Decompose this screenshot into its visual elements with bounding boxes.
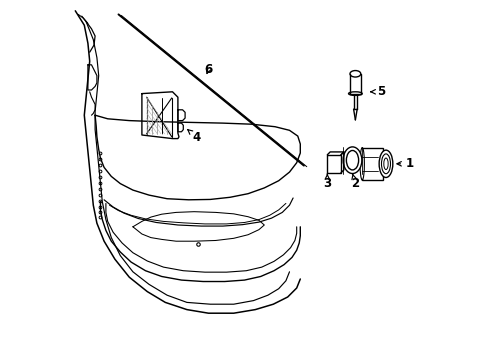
Ellipse shape <box>383 158 387 170</box>
Text: 5: 5 <box>370 85 385 98</box>
Text: 3: 3 <box>323 174 331 190</box>
Ellipse shape <box>346 150 358 170</box>
Ellipse shape <box>343 147 361 174</box>
Ellipse shape <box>381 154 390 174</box>
Ellipse shape <box>359 148 364 180</box>
Text: 4: 4 <box>187 130 201 144</box>
Ellipse shape <box>349 71 360 77</box>
Ellipse shape <box>348 92 362 95</box>
Text: 2: 2 <box>350 174 359 190</box>
FancyBboxPatch shape <box>362 148 382 180</box>
Text: 1: 1 <box>396 157 413 170</box>
Text: 6: 6 <box>204 63 212 76</box>
Ellipse shape <box>378 150 392 177</box>
